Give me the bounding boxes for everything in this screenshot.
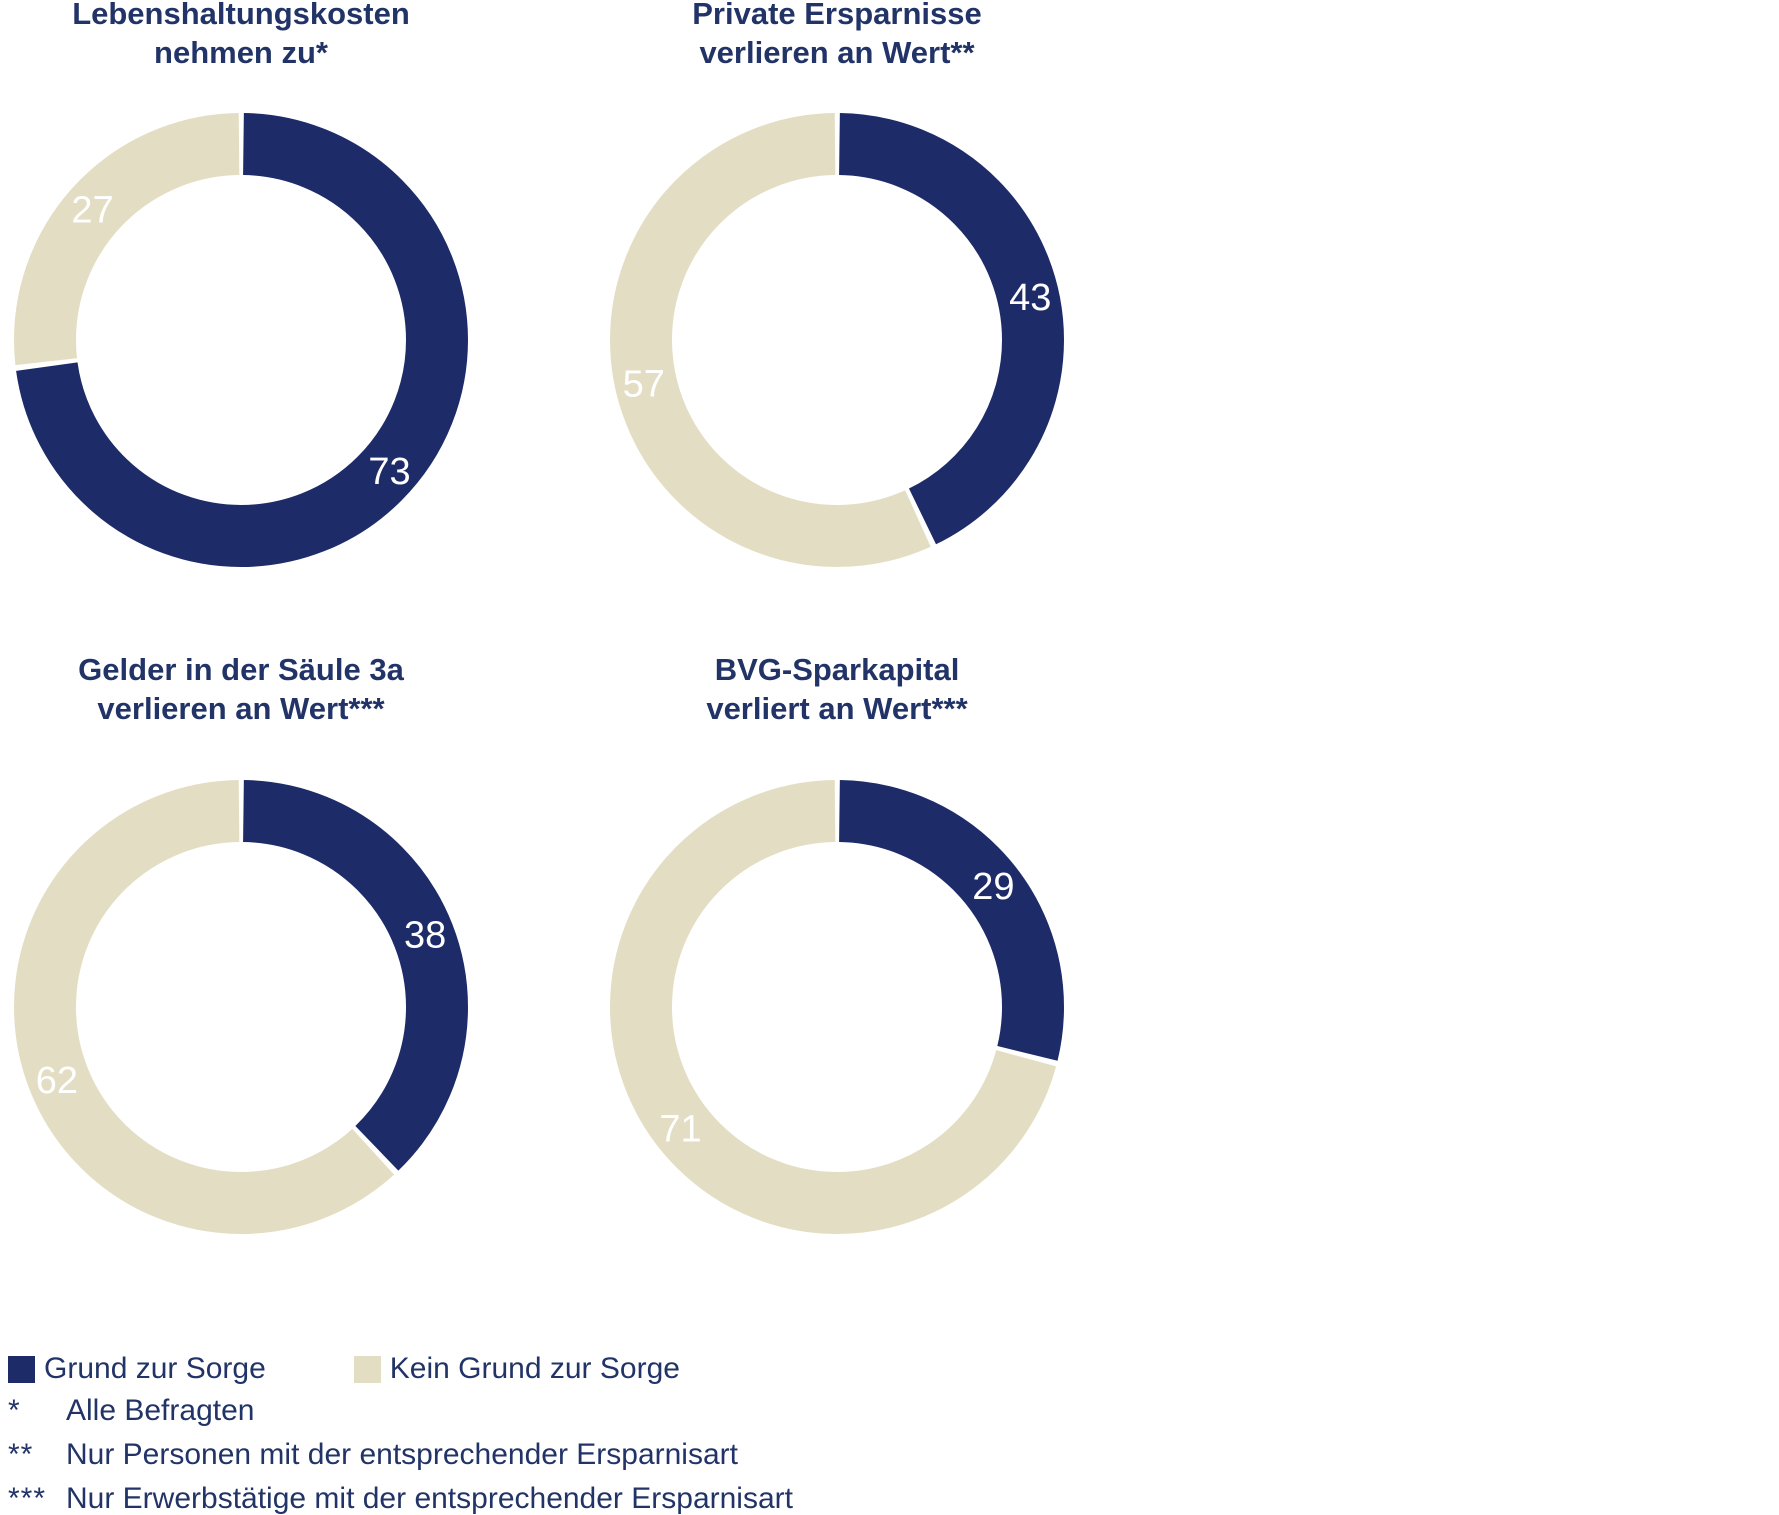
donut-slice-kein-grund-zur-sorge xyxy=(14,780,468,1234)
chart-title-line: Lebenshaltungskosten xyxy=(72,0,410,31)
donut-value-label: 27 xyxy=(71,189,113,231)
donut-chart: 38 62 xyxy=(14,780,468,1234)
donut-slice-grund-zur-sorge xyxy=(14,113,468,567)
donut-value-label: 57 xyxy=(623,363,665,405)
chart-title-line: verliert an Wert*** xyxy=(706,691,968,726)
chart-title-line: Private Ersparnisse xyxy=(692,0,982,31)
donut-value-label: 29 xyxy=(972,866,1014,908)
footnote-marker: * xyxy=(8,1394,21,1427)
donut-value-label: 73 xyxy=(368,451,410,493)
footnote-marker: *** xyxy=(8,1482,47,1515)
legend-item: Grund zur Sorge xyxy=(8,1352,266,1386)
donut-chart: 73 27 xyxy=(14,113,468,567)
footnote-text: Nur Personen mit der entsprechender Ersp… xyxy=(66,1438,738,1471)
footnote-row: ** Nur Personen mit der entsprechender Er… xyxy=(8,1438,1208,1482)
legend-swatch-beige xyxy=(353,1355,381,1383)
legend: Grund zur Sorge Kein Grund zur Sorge xyxy=(8,1352,768,1386)
footnotes: * Alle Befragten ** Nur Personen mit der en… xyxy=(8,1394,1208,1515)
chart-title: Private Ersparnisse verlieren an Wert** xyxy=(577,0,1097,72)
legend-swatch-navy xyxy=(8,1355,35,1383)
footnote-marker: ** xyxy=(8,1438,34,1471)
legend-label: Kein Grund zur Sorge xyxy=(389,1352,680,1385)
chart-title-line: Gelder in der Säule 3a xyxy=(78,652,404,687)
chart-title: Gelder in der Säule 3a verlieren an Wert*… xyxy=(0,650,501,728)
chart-title-line: verlieren an Wert** xyxy=(699,35,975,70)
chart-title-line: BVG-Sparkapital xyxy=(714,652,960,687)
donut-slice-kein-grund-zur-sorge xyxy=(610,113,1064,567)
legend-item: Kein Grund zur Sorge xyxy=(353,1352,680,1386)
chart-title: BVG-Sparkapital verliert an Wert*** xyxy=(577,650,1097,728)
legend-label: Grund zur Sorge xyxy=(44,1352,266,1385)
donut-value-label: 38 xyxy=(404,914,446,956)
chart-title-line: verlieren an Wert*** xyxy=(97,691,385,726)
donut-slice-grund-zur-sorge xyxy=(610,780,1064,1234)
donut-value-label: 71 xyxy=(659,1109,701,1151)
chart-title: Lebenshaltungskosten nehmen zu* xyxy=(0,0,501,72)
donut-slice-kein-grund-zur-sorge xyxy=(610,780,1064,1234)
donut-slice-grund-zur-sorge xyxy=(14,780,468,1234)
donut-slice-grund-zur-sorge xyxy=(610,113,1064,567)
donut-slice-kein-grund-zur-sorge xyxy=(14,113,468,567)
donut-chart: 43 57 xyxy=(610,113,1064,567)
footnote-text: Nur Erwerbstätige mit der entsprechender… xyxy=(66,1482,793,1515)
chart-title-line: nehmen zu* xyxy=(154,35,328,70)
footnote-text: Alle Befragten xyxy=(66,1394,255,1427)
donut-value-label: 43 xyxy=(1009,277,1051,319)
footnote-row: * Alle Befragten xyxy=(8,1394,1208,1438)
donut-value-label: 62 xyxy=(36,1060,78,1102)
donut-chart: 29 71 xyxy=(610,780,1064,1234)
footnote-row: *** Nur Erwerbstätige mit der entsprechen… xyxy=(8,1482,1208,1515)
